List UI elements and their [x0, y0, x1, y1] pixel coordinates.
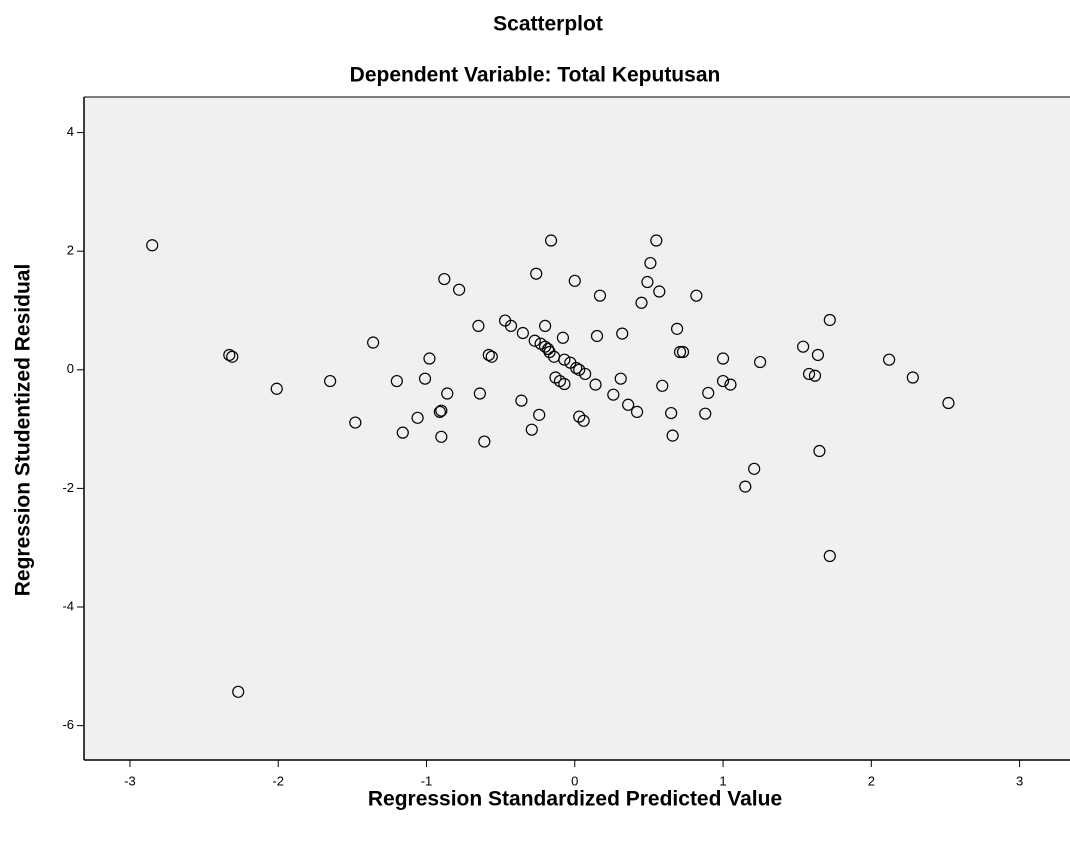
x-tick-label: 1: [719, 773, 726, 788]
x-tick-label: 0: [571, 773, 578, 788]
plot-area: [84, 97, 1070, 760]
y-axis-label: Regression Studentized Residual: [12, 264, 35, 597]
y-tick-label: -6: [62, 717, 74, 732]
y-tick-label: -2: [62, 480, 74, 495]
chart: Scatterplot Dependent Variable: Total Ke…: [0, 0, 1070, 844]
x-tick-label: -3: [124, 773, 136, 788]
y-tick-label: -4: [62, 598, 74, 613]
x-tick-label: -1: [421, 773, 433, 788]
y-tick-label: 2: [67, 243, 74, 258]
y-tick-label: 4: [67, 124, 74, 139]
x-tick-label: -2: [272, 773, 284, 788]
x-axis-label: Regression Standardized Predicted Value: [368, 788, 782, 811]
x-tick-label: 2: [868, 773, 875, 788]
chart-subtitle: Dependent Variable: Total Keputusan: [350, 64, 721, 87]
y-tick-label: 0: [67, 361, 74, 376]
x-tick-label: 3: [1016, 773, 1023, 788]
chart-title: Scatterplot: [493, 13, 603, 36]
